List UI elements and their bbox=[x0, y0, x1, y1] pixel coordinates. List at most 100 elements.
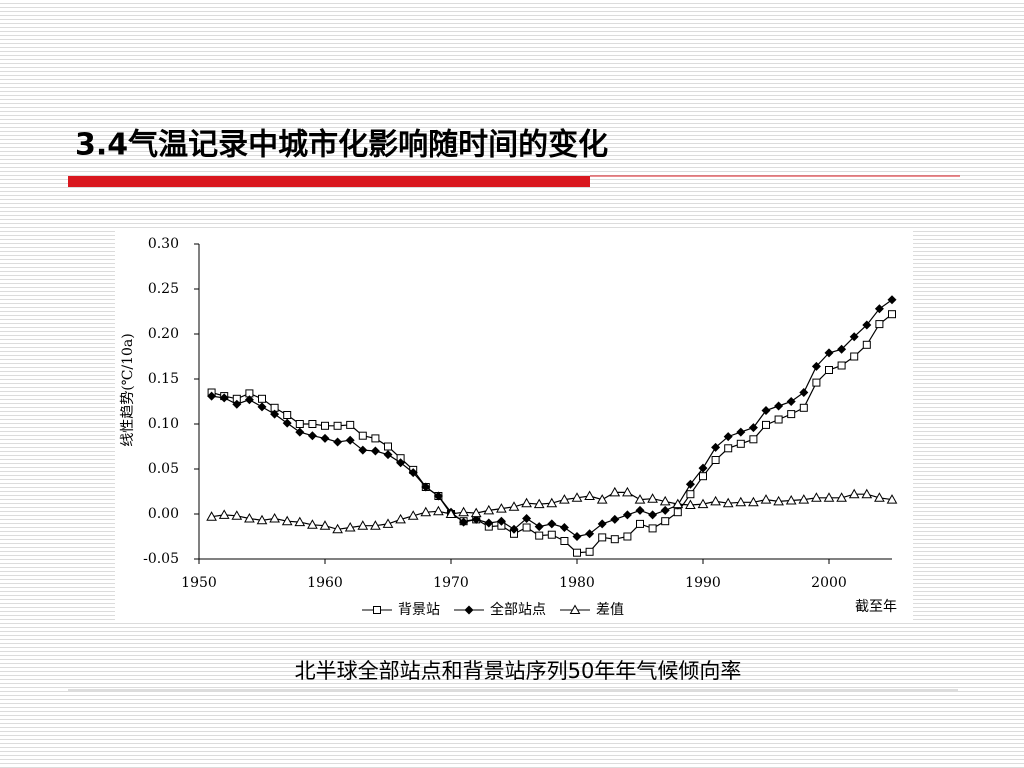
y-tick-label: 0.20 bbox=[148, 326, 179, 342]
data-point bbox=[774, 415, 783, 424]
data-point bbox=[294, 516, 306, 527]
data-point bbox=[283, 411, 292, 419]
data-point bbox=[786, 397, 796, 406]
data-point bbox=[811, 492, 822, 502]
data-point bbox=[320, 433, 330, 443]
legend-marker bbox=[464, 605, 474, 615]
data-point bbox=[547, 519, 557, 529]
data-point bbox=[686, 490, 695, 499]
data-point bbox=[762, 420, 770, 429]
data-point bbox=[257, 402, 267, 412]
data-point bbox=[849, 332, 859, 342]
data-point bbox=[206, 511, 217, 521]
data-point bbox=[407, 510, 419, 520]
data-point bbox=[661, 517, 670, 526]
data-point bbox=[736, 439, 745, 448]
data-point bbox=[874, 492, 885, 502]
data-point bbox=[357, 520, 369, 530]
data-point bbox=[232, 399, 242, 409]
data-point bbox=[634, 494, 646, 504]
chart-area bbox=[115, 228, 913, 620]
data-point bbox=[610, 514, 620, 524]
data-point bbox=[244, 395, 254, 405]
data-point bbox=[321, 421, 329, 430]
data-point bbox=[648, 524, 657, 533]
data-point bbox=[408, 468, 418, 478]
data-point bbox=[659, 495, 671, 506]
data-point bbox=[319, 520, 331, 530]
data-point bbox=[736, 427, 746, 437]
data-point bbox=[850, 352, 859, 361]
data-point bbox=[610, 535, 619, 544]
data-point bbox=[535, 531, 544, 540]
legend-marker bbox=[569, 604, 581, 614]
y-axis-label: 线性趋势(℃/10a) bbox=[120, 333, 136, 446]
data-point bbox=[459, 517, 469, 527]
legend-label: 背景站 bbox=[398, 602, 440, 618]
data-point bbox=[572, 532, 582, 541]
data-point bbox=[333, 421, 342, 430]
data-point bbox=[785, 494, 797, 505]
data-point bbox=[458, 506, 469, 517]
data-point bbox=[761, 406, 771, 415]
data-point bbox=[799, 403, 808, 412]
data-point bbox=[798, 494, 810, 504]
data-point bbox=[812, 378, 821, 387]
y-tick-label: 0.00 bbox=[148, 506, 179, 522]
data-point bbox=[824, 348, 834, 358]
data-point bbox=[358, 431, 367, 440]
data-point bbox=[270, 409, 280, 419]
data-point bbox=[698, 463, 708, 473]
data-point bbox=[861, 488, 873, 499]
data-point bbox=[773, 495, 784, 506]
data-point bbox=[723, 432, 733, 442]
data-point bbox=[345, 435, 355, 445]
data-point bbox=[346, 420, 355, 429]
data-point bbox=[269, 512, 280, 523]
data-point bbox=[559, 494, 570, 504]
data-point bbox=[597, 519, 607, 529]
data-point bbox=[710, 495, 721, 506]
title-bar bbox=[68, 176, 590, 187]
data-point bbox=[370, 520, 381, 530]
data-point bbox=[598, 533, 607, 542]
data-point bbox=[533, 498, 545, 509]
data-point bbox=[722, 497, 734, 508]
data-point bbox=[445, 508, 457, 518]
data-point bbox=[623, 532, 632, 541]
data-point bbox=[787, 410, 796, 419]
data-point bbox=[848, 488, 860, 499]
data-point bbox=[370, 446, 380, 456]
data-point bbox=[585, 529, 595, 539]
data-point bbox=[496, 516, 506, 526]
data-point bbox=[748, 496, 759, 507]
data-point bbox=[636, 519, 644, 528]
data-point bbox=[382, 518, 394, 528]
data-point bbox=[584, 490, 595, 500]
data-point bbox=[874, 304, 884, 314]
x-axis-label: 截至年 bbox=[855, 599, 897, 615]
legend-label: 差值 bbox=[596, 602, 624, 618]
data-point bbox=[470, 507, 482, 518]
data-point bbox=[231, 510, 243, 520]
data-point bbox=[571, 492, 583, 502]
data-point bbox=[573, 548, 581, 557]
y-tick-label: 0.10 bbox=[148, 416, 179, 432]
data-point bbox=[697, 498, 709, 509]
legend-marker bbox=[373, 606, 381, 614]
data-point bbox=[358, 445, 368, 455]
x-tick-label: 1960 bbox=[307, 575, 343, 591]
data-point bbox=[258, 394, 266, 403]
data-point bbox=[521, 497, 532, 508]
data-point bbox=[534, 522, 544, 532]
data-point bbox=[282, 418, 292, 428]
data-point bbox=[244, 512, 255, 523]
data-point bbox=[508, 501, 520, 511]
data-point bbox=[825, 366, 833, 374]
data-point bbox=[748, 423, 758, 433]
data-point bbox=[483, 504, 495, 515]
data-point bbox=[672, 498, 684, 509]
data-point bbox=[546, 497, 558, 508]
